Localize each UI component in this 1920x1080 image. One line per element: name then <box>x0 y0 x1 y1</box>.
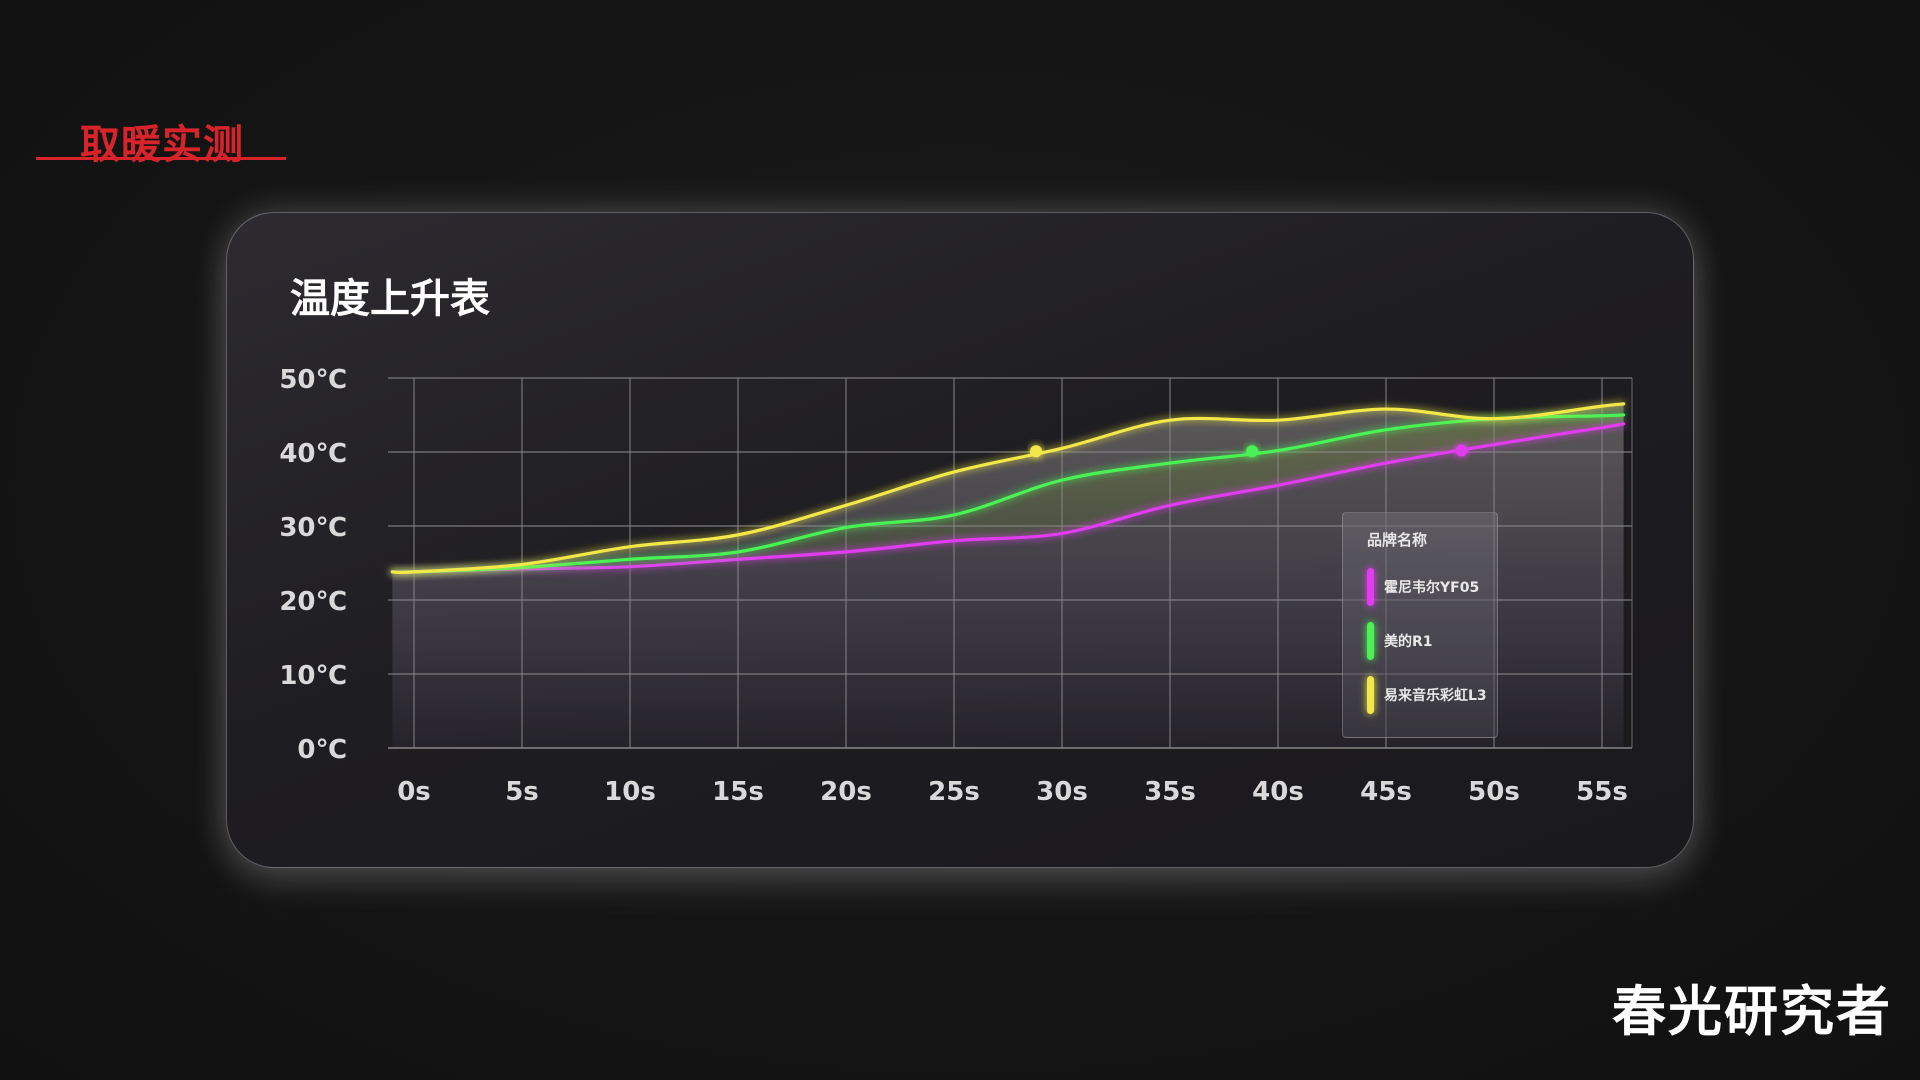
section-title-underline <box>36 157 286 160</box>
x-tick-label: 50s <box>1468 777 1520 807</box>
x-tick-label: 30s <box>1036 777 1088 807</box>
x-tick-label: 10s <box>604 777 656 807</box>
x-tick-label: 35s <box>1144 777 1196 807</box>
x-tick-label: 15s <box>712 777 764 807</box>
series-marker-point <box>1246 445 1259 458</box>
legend-swatch-green <box>1367 622 1374 660</box>
area-band <box>392 415 1624 573</box>
area-fill-layer <box>392 403 1624 748</box>
series-2 <box>390 402 1626 575</box>
legend-item-yeelight: 易来音乐彩虹L3 <box>1367 673 1497 714</box>
x-tick-label: 55s <box>1576 777 1628 807</box>
x-tick-label: 25s <box>928 777 980 807</box>
x-tick-label: 40s <box>1252 777 1304 807</box>
series-layer <box>390 402 1626 575</box>
y-tick-label: 40℃ <box>279 439 347 469</box>
legend-label: 易来音乐彩虹L3 <box>1384 688 1487 704</box>
series-line <box>390 413 1626 574</box>
series-1 <box>390 413 1626 574</box>
legend-swatch-purple <box>1367 568 1374 606</box>
chart-title: 温度上升表 <box>290 276 490 322</box>
y-tick-label: 20℃ <box>279 587 347 617</box>
legend-label: 霍尼韦尔YF05 <box>1384 580 1480 596</box>
x-tick-label: 20s <box>820 777 872 807</box>
series-marker-point <box>1455 444 1468 457</box>
legend-label: 美的R1 <box>1384 634 1433 650</box>
x-tick-label: 45s <box>1360 777 1412 807</box>
area-under-curves <box>392 403 1624 748</box>
section-title: 取暖实测 <box>80 122 244 168</box>
y-tick-label: 30℃ <box>279 513 347 543</box>
legend: 品牌名称 霍尼韦尔YF05 美的R1 易来音乐彩虹L3 <box>1342 512 1498 738</box>
axis-label-layer: 0℃ 10℃ 20℃ 30℃ 40℃ 50℃ 0s 5s 10s 15s 20s 25s 30s 35s 4… <box>279 365 1628 807</box>
series-0 <box>390 422 1626 574</box>
legend-item-midea: 美的R1 <box>1367 619 1497 660</box>
legend-item-honeywell: 霍尼韦尔YF05 <box>1367 565 1497 606</box>
watermark-text: 春光研究者 <box>1612 980 1892 1043</box>
y-tick-label: 0℃ <box>297 735 347 765</box>
x-tick-label: 5s <box>505 777 539 807</box>
y-tick-label: 10℃ <box>279 661 347 691</box>
grid-layer <box>388 377 1633 749</box>
series-line <box>390 402 1626 575</box>
y-tick-label: 50℃ <box>279 365 347 395</box>
x-tick-label: 0s <box>397 777 431 807</box>
series-marker-point <box>1030 445 1043 458</box>
legend-swatch-yellow <box>1367 676 1374 714</box>
legend-title: 品牌名称 <box>1367 531 1428 549</box>
